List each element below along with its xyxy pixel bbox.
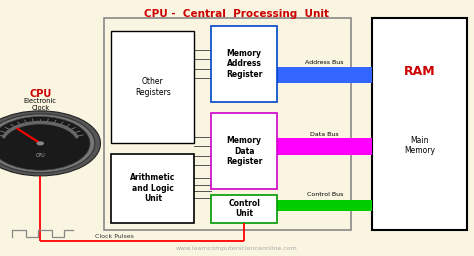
Text: Control
Unit: Control Unit xyxy=(228,199,260,218)
Circle shape xyxy=(0,116,90,170)
Bar xyxy=(104,18,351,230)
Text: Data Bus: Data Bus xyxy=(310,132,339,137)
Text: Clock Pulses: Clock Pulses xyxy=(95,234,134,239)
Text: Memory
Data
Register: Memory Data Register xyxy=(226,136,262,166)
Bar xyxy=(111,154,194,223)
Text: Other
Registers: Other Registers xyxy=(135,77,171,97)
Text: www.learncomputerscienceonline.com: www.learncomputerscienceonline.com xyxy=(176,246,298,251)
Text: CPU: CPU xyxy=(29,89,51,99)
Bar xyxy=(372,18,467,230)
Text: Control Bus: Control Bus xyxy=(307,192,343,197)
Text: Memory
Address
Register: Memory Address Register xyxy=(226,49,262,79)
Bar xyxy=(277,67,372,83)
Bar xyxy=(211,113,277,189)
Bar xyxy=(277,200,372,211)
Circle shape xyxy=(36,141,44,145)
Text: CPU -  Central  Processing  Unit: CPU - Central Processing Unit xyxy=(145,9,329,19)
Text: Electronic
Clock: Electronic Clock xyxy=(24,98,57,111)
Text: CPU: CPU xyxy=(36,153,45,158)
Bar xyxy=(111,31,194,143)
Text: Address Bus: Address Bus xyxy=(305,60,344,65)
Circle shape xyxy=(0,111,100,176)
Bar xyxy=(211,26,277,102)
Circle shape xyxy=(0,114,95,173)
Text: Main
Memory: Main Memory xyxy=(404,136,435,155)
Text: Arithmetic
and Logic
Unit: Arithmetic and Logic Unit xyxy=(130,173,175,203)
Bar xyxy=(211,195,277,223)
Bar xyxy=(277,138,372,155)
Text: RAM: RAM xyxy=(404,65,435,78)
